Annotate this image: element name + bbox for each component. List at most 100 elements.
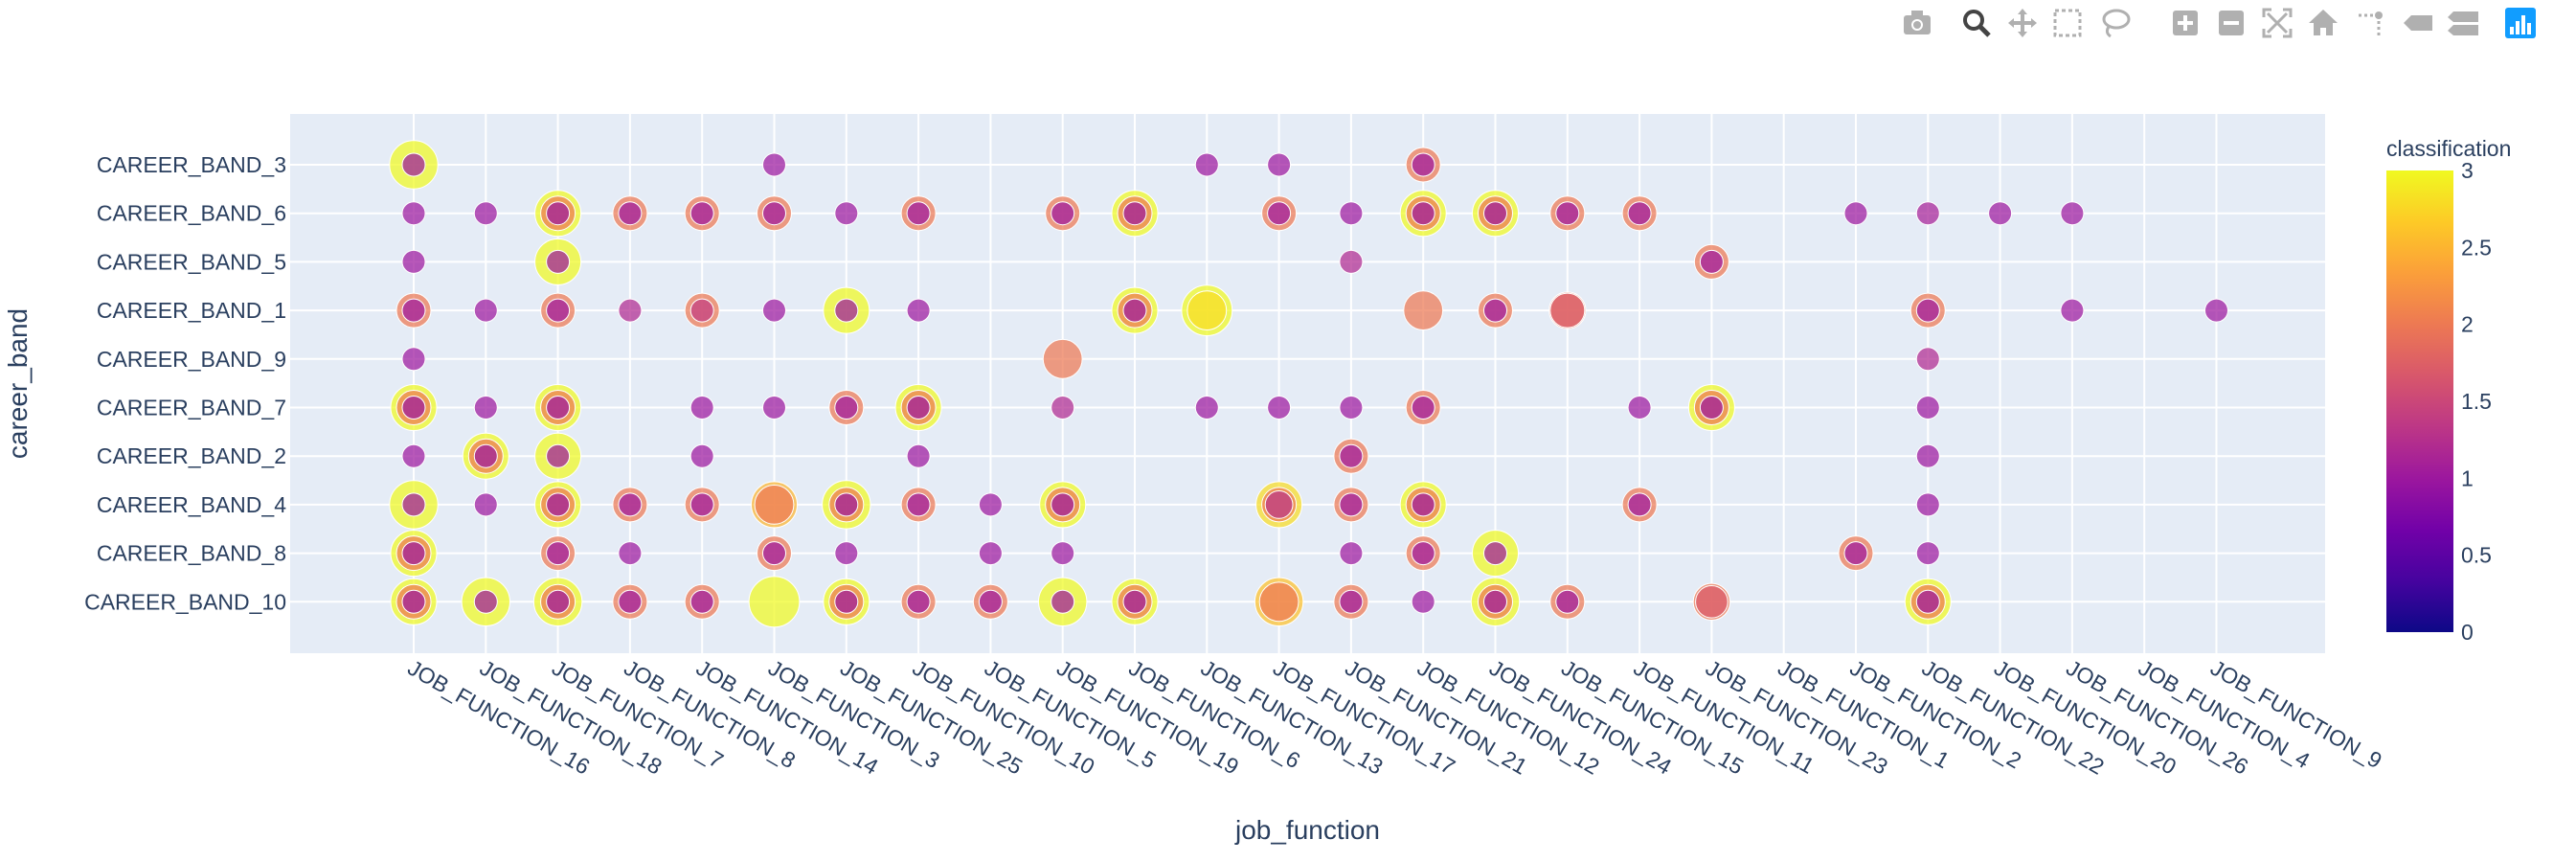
data-point[interactable] xyxy=(473,443,498,468)
data-point[interactable] xyxy=(834,492,859,517)
data-point[interactable] xyxy=(546,298,571,323)
data-point[interactable] xyxy=(1267,201,1292,226)
data-point[interactable] xyxy=(546,396,571,420)
data-point[interactable] xyxy=(1915,298,1940,323)
data-point[interactable] xyxy=(546,201,571,226)
data-point[interactable] xyxy=(1258,581,1299,623)
data-point[interactable] xyxy=(1915,347,1940,372)
data-point[interactable] xyxy=(906,396,931,420)
data-point[interactable] xyxy=(2060,298,2085,323)
data-point[interactable] xyxy=(1339,541,1364,566)
data-point[interactable] xyxy=(1264,490,1294,519)
data-point[interactable] xyxy=(906,298,931,323)
data-point[interactable] xyxy=(1699,396,1724,420)
data-point[interactable] xyxy=(2204,298,2228,323)
data-point[interactable] xyxy=(473,298,498,323)
data-point[interactable] xyxy=(1411,152,1435,177)
zoom-out-icon[interactable]: Zoom out xyxy=(2219,11,2244,35)
camera-icon[interactable]: Download plot as a png xyxy=(1904,11,1931,34)
data-point[interactable] xyxy=(1915,201,1940,226)
data-point[interactable] xyxy=(1988,201,2013,226)
data-point[interactable] xyxy=(1411,201,1435,226)
hover-compare-icon[interactable]: Compare data on hover xyxy=(2448,11,2478,35)
data-point[interactable] xyxy=(689,201,714,226)
data-point[interactable] xyxy=(1042,338,1083,379)
hover-closest-icon[interactable]: Show closest data on hover xyxy=(2404,15,2432,31)
data-point[interactable] xyxy=(1915,589,1940,614)
autoscale-icon[interactable]: Autoscale xyxy=(2262,8,2293,38)
data-point[interactable] xyxy=(401,249,426,274)
data-point[interactable] xyxy=(546,492,571,517)
data-point[interactable] xyxy=(1267,152,1292,177)
data-point[interactable] xyxy=(1186,290,1228,331)
data-point[interactable] xyxy=(906,443,931,468)
data-point[interactable] xyxy=(546,249,571,274)
data-point[interactable] xyxy=(401,201,426,226)
data-point[interactable] xyxy=(618,298,643,323)
spike-lines-icon[interactable]: Toggle Spike Lines xyxy=(2358,11,2383,36)
data-point[interactable] xyxy=(1339,589,1364,614)
data-point[interactable] xyxy=(546,589,571,614)
data-point[interactable] xyxy=(546,541,571,566)
data-point[interactable] xyxy=(1843,541,1868,566)
data-point[interactable] xyxy=(834,541,859,566)
data-point[interactable] xyxy=(1549,292,1586,329)
data-point[interactable] xyxy=(906,201,931,226)
data-point[interactable] xyxy=(1339,201,1364,226)
data-point[interactable] xyxy=(1915,492,1940,517)
zoom-in-icon[interactable]: Zoom in xyxy=(2173,11,2198,35)
data-point[interactable] xyxy=(906,589,931,614)
data-point[interactable] xyxy=(618,201,643,226)
data-point[interactable] xyxy=(401,443,426,468)
data-point[interactable] xyxy=(689,492,714,517)
data-point[interactable] xyxy=(1194,396,1219,420)
data-point[interactable] xyxy=(473,492,498,517)
data-point[interactable] xyxy=(1339,492,1364,517)
data-point[interactable] xyxy=(689,396,714,420)
data-point[interactable] xyxy=(762,152,786,177)
data-point[interactable] xyxy=(1122,201,1147,226)
data-point[interactable] xyxy=(754,485,795,525)
data-point[interactable] xyxy=(1339,396,1364,420)
data-point[interactable] xyxy=(906,492,931,517)
data-point[interactable] xyxy=(1483,541,1507,566)
data-point[interactable] xyxy=(1051,541,1075,566)
zoom-icon[interactable]: Zoom xyxy=(1963,10,1991,37)
data-point[interactable] xyxy=(1411,541,1435,566)
data-point[interactable] xyxy=(978,541,1003,566)
data-point[interactable] xyxy=(2060,201,2085,226)
data-point[interactable] xyxy=(546,443,571,468)
data-point[interactable] xyxy=(618,589,643,614)
data-point[interactable] xyxy=(1339,249,1364,274)
data-point[interactable] xyxy=(401,347,426,372)
data-point[interactable] xyxy=(1051,396,1075,420)
data-point[interactable] xyxy=(1483,201,1507,226)
data-point[interactable] xyxy=(1555,201,1580,226)
data-point[interactable] xyxy=(1555,589,1580,614)
data-point[interactable] xyxy=(1051,589,1075,614)
data-point[interactable] xyxy=(762,201,786,226)
data-point[interactable] xyxy=(1411,396,1435,420)
data-point[interactable] xyxy=(401,492,426,517)
data-point[interactable] xyxy=(618,492,643,517)
data-point[interactable] xyxy=(689,589,714,614)
data-point[interactable] xyxy=(473,201,498,226)
data-point[interactable] xyxy=(834,589,859,614)
data-point[interactable] xyxy=(401,152,426,177)
data-point[interactable] xyxy=(834,396,859,420)
data-point[interactable] xyxy=(401,541,426,566)
data-point[interactable] xyxy=(1627,492,1652,517)
data-point[interactable] xyxy=(1122,298,1147,323)
data-point[interactable] xyxy=(401,396,426,420)
data-point[interactable] xyxy=(1483,589,1507,614)
data-point[interactable] xyxy=(1695,585,1729,619)
data-point[interactable] xyxy=(978,589,1003,614)
data-point[interactable] xyxy=(1122,589,1147,614)
data-point[interactable] xyxy=(834,298,859,323)
data-point[interactable] xyxy=(689,443,714,468)
data-point[interactable] xyxy=(401,589,426,614)
box-select-icon[interactable]: Box Select xyxy=(2053,9,2082,37)
data-point[interactable] xyxy=(1483,298,1507,323)
data-point[interactable] xyxy=(689,298,714,323)
data-point[interactable] xyxy=(978,492,1003,517)
